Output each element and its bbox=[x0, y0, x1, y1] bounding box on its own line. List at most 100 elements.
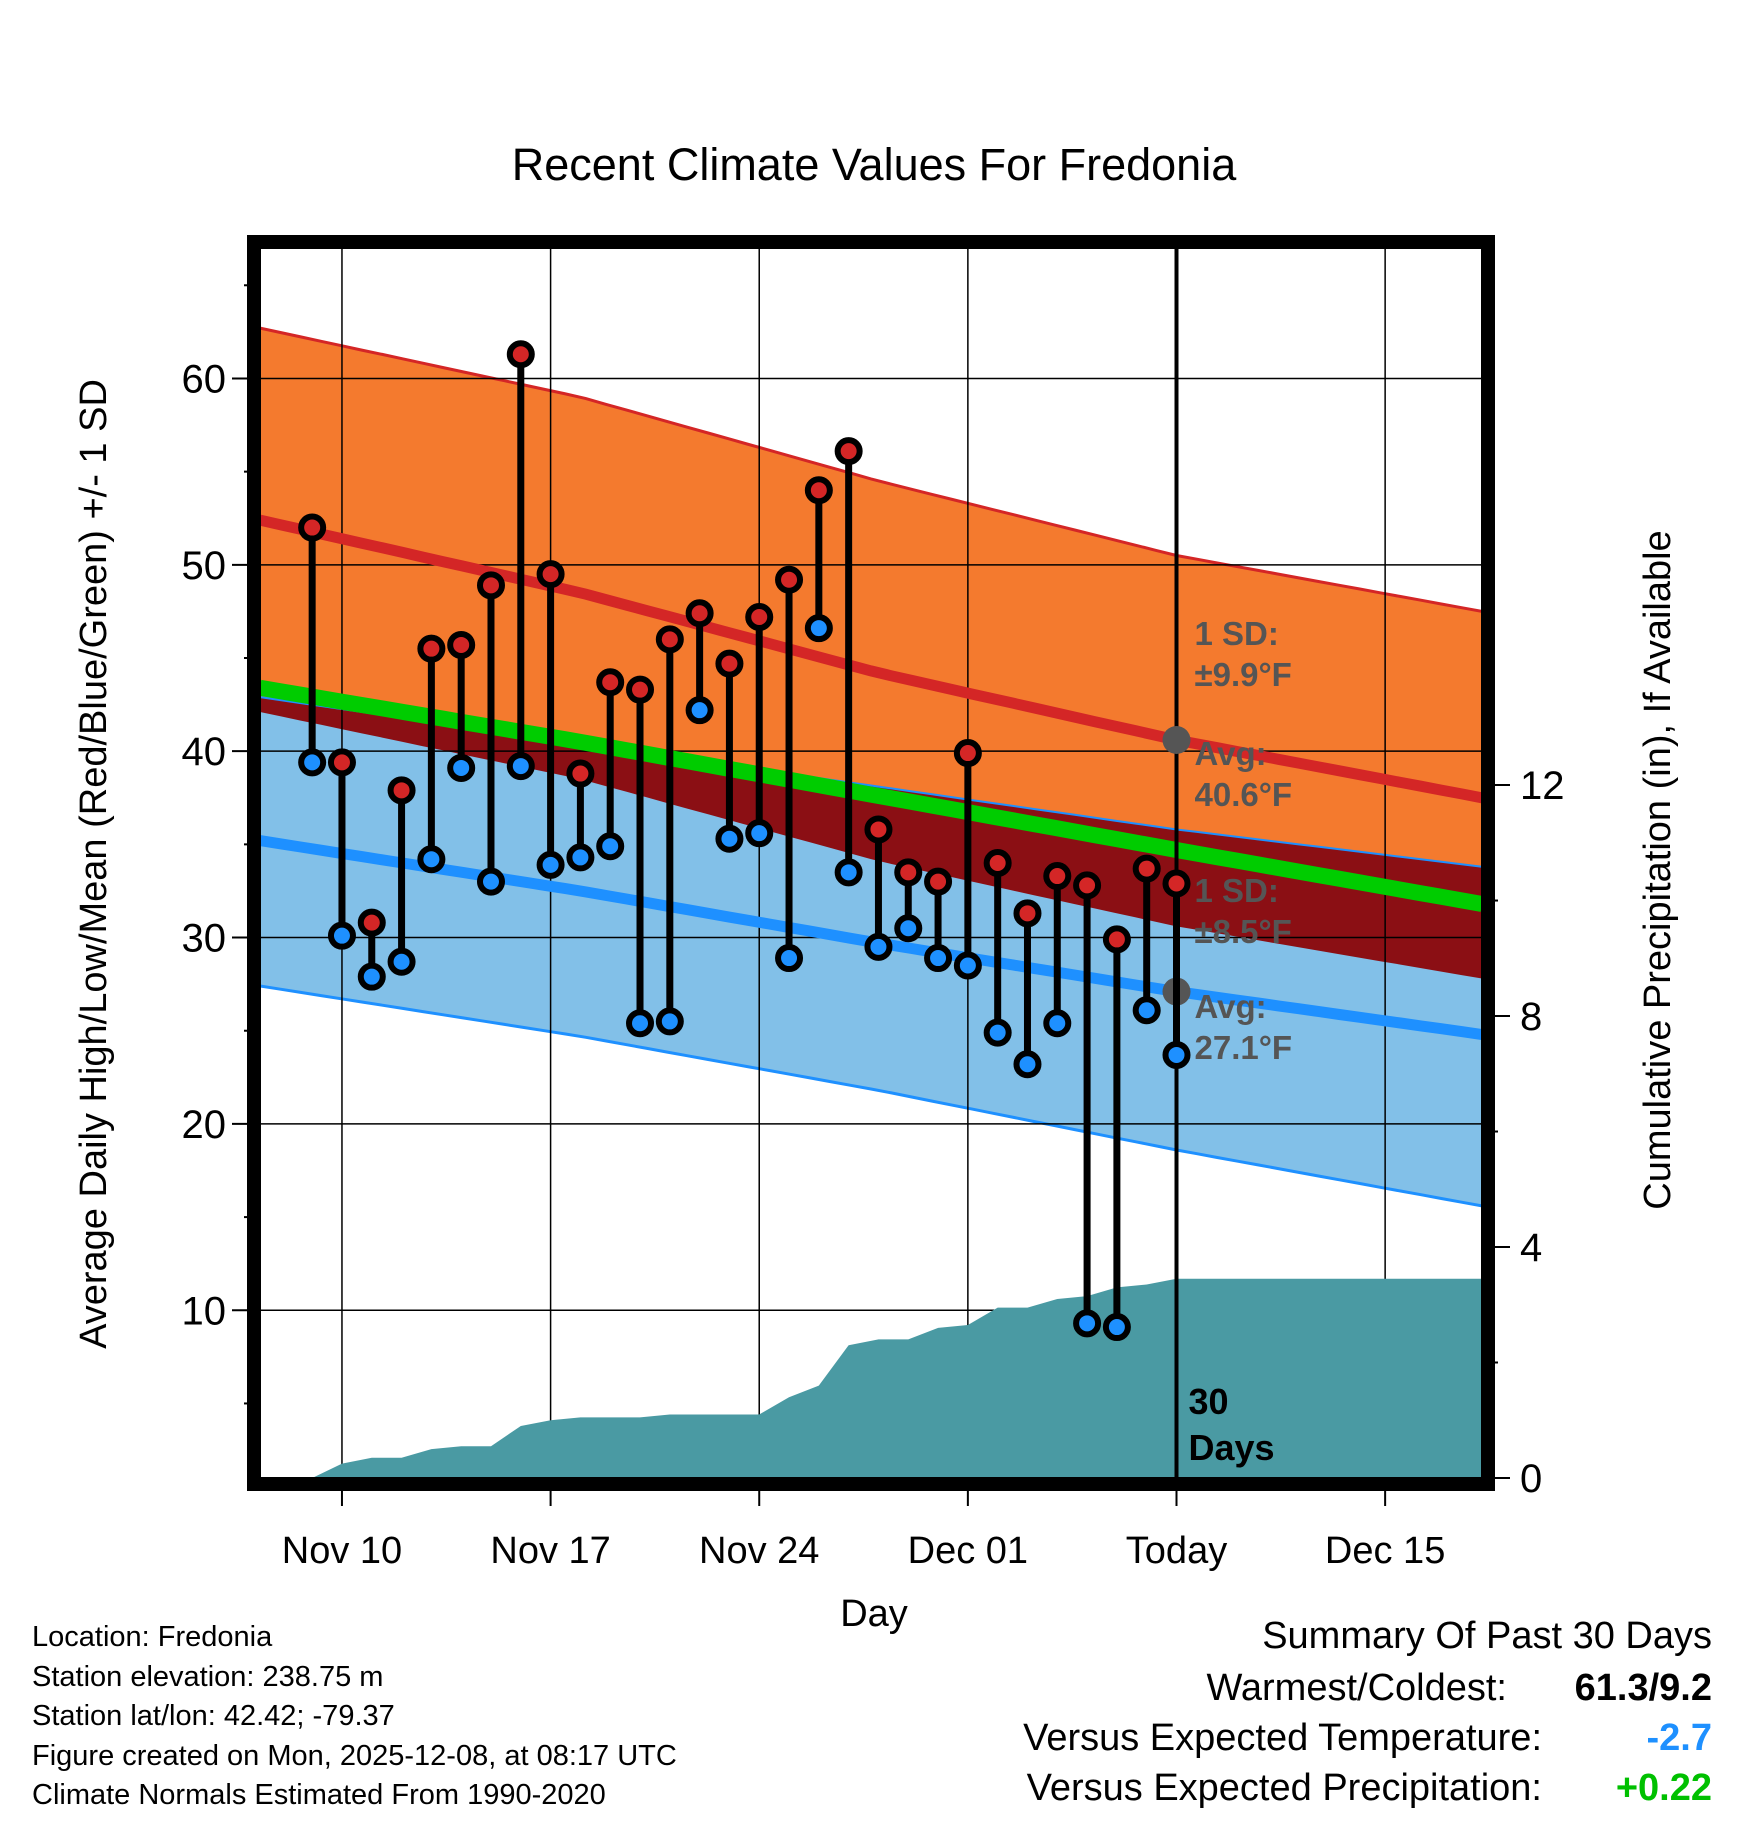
daily-low-point bbox=[506, 752, 535, 781]
daily-low-point bbox=[536, 850, 565, 879]
plot-frame bbox=[247, 235, 1495, 1491]
y-axis-label: Average Daily High/Low/Mean (Red/Blue/Gr… bbox=[73, 379, 115, 1349]
daily-low-point bbox=[804, 614, 833, 643]
chart-title: Recent Climate Values For Fredonia bbox=[512, 139, 1237, 190]
daily-high-point bbox=[864, 815, 893, 844]
y2-tick-label: 0 bbox=[1520, 1457, 1542, 1501]
y-tick-label: 50 bbox=[182, 544, 227, 588]
x-tick-label: Today bbox=[1126, 1530, 1227, 1572]
plot-area: 1 SD: ±9.9°F Avg: 40.6°F 1 SD: ±8.5°F Avg: 27.1… bbox=[260, 248, 1482, 1478]
daily-high-point bbox=[1132, 854, 1161, 883]
station-metadata: Location: Fredonia Station elevation: 23… bbox=[32, 1618, 677, 1816]
created-text: Figure created on Mon, 2025-12-08, at 08… bbox=[32, 1739, 677, 1772]
daily-high-point bbox=[387, 776, 416, 805]
daily-low-point bbox=[1013, 1050, 1042, 1079]
daily-low-point bbox=[1102, 1313, 1131, 1342]
daily-high-point bbox=[834, 437, 863, 466]
low-lower-line bbox=[260, 984, 1482, 1208]
daily-high-point bbox=[685, 599, 714, 628]
annotation-low-sd-value: ±8.5°F bbox=[1195, 913, 1292, 950]
daily-high-point bbox=[745, 603, 774, 631]
precip-label: Versus Expected Precipitation: bbox=[1026, 1767, 1542, 1809]
daily-low-point bbox=[745, 819, 774, 848]
annotation-low-avg-value: 27.1°F bbox=[1195, 1029, 1293, 1066]
daily-high-point bbox=[715, 649, 744, 678]
summary-row-warmest: Warmest/Coldest: 61.3/9.2 bbox=[712, 1667, 1712, 1717]
daily-high-point bbox=[447, 630, 476, 659]
daily-low-point bbox=[1132, 996, 1161, 1025]
daily-low-point bbox=[655, 1007, 684, 1036]
daily-low-point bbox=[953, 951, 982, 980]
daily-low-point bbox=[626, 1009, 655, 1038]
y2-tick-label: 4 bbox=[1520, 1226, 1542, 1270]
precip-value: +0.22 bbox=[1615, 1767, 1712, 1809]
latlon-text: Station lat/lon: 42.42; -79.37 bbox=[32, 1700, 395, 1732]
daily-high-point bbox=[506, 340, 535, 369]
location-text: Location: Fredonia bbox=[32, 1621, 273, 1653]
annotation-high-avg-title: Avg: bbox=[1195, 735, 1267, 772]
summary-title: Summary Of Past 30 Days bbox=[1262, 1615, 1712, 1657]
y2-tick-label: 8 bbox=[1520, 995, 1542, 1039]
elevation-text: Station elevation: 238.75 m bbox=[32, 1660, 384, 1693]
x-tick-label: Dec 15 bbox=[1325, 1530, 1445, 1572]
daily-high-point bbox=[924, 867, 953, 896]
daily-high-point bbox=[894, 858, 923, 887]
days-label-line: Days bbox=[1189, 1427, 1275, 1468]
daily-low-point bbox=[983, 1018, 1012, 1047]
daily-high-point bbox=[536, 560, 565, 589]
daily-high-point bbox=[953, 739, 982, 768]
daily-low-point bbox=[924, 944, 953, 973]
high-upper-line bbox=[260, 326, 1482, 613]
normals-text: Climate Normals Estimated From 1990-2020 bbox=[32, 1779, 606, 1811]
daily-low-point bbox=[596, 832, 625, 861]
x-tick-label: Nov 17 bbox=[490, 1530, 610, 1572]
y-tick-label: 20 bbox=[182, 1103, 227, 1147]
daily-high-point bbox=[1073, 871, 1102, 900]
warmest-label: Warmest/Coldest: bbox=[1206, 1667, 1507, 1709]
daily-high-point bbox=[417, 634, 446, 663]
daily-high-point bbox=[775, 565, 804, 594]
daily-low-point bbox=[1162, 1040, 1191, 1069]
axes: 10 20 30 40 50 60 0 4 8 12 Nov 10 Nov 17 Nov 24 Dec 0… bbox=[182, 235, 1565, 1572]
daily-low-point bbox=[864, 932, 893, 961]
daily-low-point bbox=[327, 921, 356, 950]
daily-low-point bbox=[447, 753, 476, 782]
daily-high-point bbox=[1013, 899, 1042, 928]
y2-axis-label: Cumulative Precipitation (in), If Availa… bbox=[1637, 530, 1679, 1209]
daily-low-point bbox=[476, 867, 505, 896]
daily-high-point bbox=[1043, 862, 1072, 891]
daily-low-point bbox=[566, 843, 595, 872]
daily-low-point bbox=[894, 914, 923, 943]
daily-low-point bbox=[685, 696, 714, 725]
annotation-high-sd-title: 1 SD: bbox=[1195, 615, 1279, 652]
daily-high-point bbox=[357, 908, 386, 937]
temp-value: -2.7 bbox=[1646, 1717, 1712, 1759]
summary-row-precip: Versus Expected Precipitation: +0.22 bbox=[712, 1767, 1712, 1817]
annotation-high-avg-value: 40.6°F bbox=[1195, 776, 1293, 813]
temp-label: Versus Expected Temperature: bbox=[1023, 1717, 1542, 1759]
x-axis-label: Day bbox=[840, 1593, 908, 1635]
daily-high-point bbox=[626, 675, 655, 704]
daily-low-point bbox=[417, 845, 446, 874]
days-label-line: 30 bbox=[1189, 1381, 1229, 1422]
y2-tick-label: 12 bbox=[1520, 764, 1565, 808]
annotation-high-sd-value: ±9.9°F bbox=[1195, 656, 1292, 693]
daily-low-point bbox=[387, 947, 416, 976]
daily-low-point bbox=[298, 748, 327, 777]
normal-high-line bbox=[260, 514, 1482, 804]
x-tick-label: Nov 10 bbox=[282, 1530, 402, 1572]
daily-high-point bbox=[1102, 925, 1131, 954]
y-tick-label: 30 bbox=[182, 917, 227, 961]
precip-area bbox=[288, 1278, 1482, 1478]
plot-clipped-group: 1 SD: ±9.9°F Avg: 40.6°F 1 SD: ±8.5°F Avg: 27.1… bbox=[260, 248, 1482, 1478]
x-tick-label: Nov 24 bbox=[699, 1530, 819, 1572]
summary-panel: Summary Of Past 30 Days Warmest/Coldest:… bbox=[712, 1615, 1712, 1817]
y-tick-label: 60 bbox=[182, 357, 227, 401]
daily-high-point bbox=[1162, 869, 1191, 898]
x-tick-label: Dec 01 bbox=[908, 1530, 1028, 1572]
daily-high-point bbox=[327, 748, 356, 777]
daily-low-point bbox=[715, 824, 744, 853]
daily-high-point bbox=[804, 476, 833, 505]
annotation-low-avg-title: Avg: bbox=[1195, 988, 1267, 1025]
